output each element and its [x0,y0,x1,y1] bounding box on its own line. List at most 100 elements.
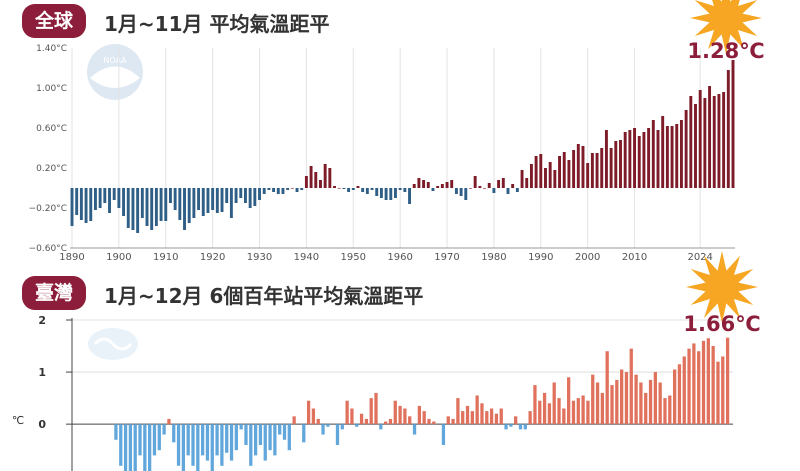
taiwan-bar [485,411,489,425]
global-x-tick-label: 1960 [387,252,412,263]
taiwan-bar [340,424,344,430]
taiwan-bar [552,382,556,425]
taiwan-bar [384,421,388,425]
global-bar [454,188,458,194]
taiwan-bar [225,424,229,453]
taiwan-bar [595,382,600,425]
global-bar [276,188,280,194]
taiwan-bar [687,348,691,425]
noaa-logo-icon: NOAA [87,44,143,100]
taiwan-bar [143,424,147,471]
global-bar [684,110,688,188]
taiwan-bar [721,356,725,425]
taiwan-bar [196,424,200,471]
global-x-tick-label: 2010 [622,252,647,263]
global-bar [717,94,721,188]
taiwan-bar [263,424,267,461]
taiwan-bar [629,348,633,425]
global-y-tick-label: 0.20°C [36,164,67,174]
global-y-tick-label: 1.40°C [36,44,67,54]
global-bar [661,116,665,188]
global-bar [229,188,233,218]
global-bar [431,188,435,191]
global-bar [694,104,697,188]
global-x-tick-label: 1920 [200,252,225,263]
taiwan-bar [244,424,248,445]
global-bar [670,126,674,188]
taiwan-bar [639,382,643,425]
global-bar [225,188,229,203]
global-bar [515,188,519,192]
taiwan-bar [119,424,123,466]
taiwan-bar [239,424,243,430]
global-x-tick-label: 1910 [153,252,178,263]
global-bar [384,188,388,200]
global-bar [633,128,637,188]
taiwan-heading: 1月~12月 6個百年站平均氣溫距平 [104,284,424,308]
global-bar [84,188,88,223]
global-bar [304,176,308,188]
global-bar [122,188,126,216]
global-bar [389,188,393,200]
global-bar [679,120,683,188]
global-bar [103,188,107,203]
global-bar [553,170,557,188]
taiwan-bar [287,424,291,451]
global-bar [201,188,205,216]
taiwan-bar [644,392,648,425]
global-bar [168,188,172,203]
global-bar [604,130,608,188]
global-bar [98,188,102,208]
global-bar [183,188,186,230]
taiwan-bar [538,400,542,425]
global-bar [351,188,355,190]
global-bar [647,128,651,188]
global-bar [520,170,524,188]
global-bar [731,60,735,188]
taiwan-bar [509,424,513,427]
global-bar [248,188,252,208]
global-bar [112,188,116,200]
global-y-tick-label: −0.60°C [29,244,67,254]
global-x-tick-label: 1950 [341,252,366,263]
taiwan-bar [494,413,499,425]
global-bar [609,148,613,188]
taiwan-bar [316,418,320,425]
taiwan-bar [658,382,662,425]
global-bar [469,188,472,189]
global-bar [361,188,365,192]
global-heading: 1月~11月 平均氣溫距平 [104,12,330,36]
global-bar [295,188,299,192]
global-bar [300,188,304,190]
taiwan-bar [422,411,426,425]
global-bar [417,178,421,188]
global-x-tick-label: 2024 [687,252,712,263]
global-bar [440,184,444,188]
global-bar [422,180,426,188]
global-bar [656,130,660,188]
global-bar [323,164,327,188]
global-y-tick-label: 1.00°C [36,84,67,94]
taiwan-bar [514,416,518,425]
global-bar [89,188,93,221]
taiwan-bar [350,408,354,425]
taiwan-bar [234,424,238,451]
global-bar [581,146,585,188]
taiwan-bar [359,413,364,425]
taiwan-bar [441,424,446,445]
global-bar [220,188,224,212]
taiwan-bar [123,424,128,471]
global-bar [483,188,486,189]
taiwan-bar [600,392,605,425]
global-bar [689,96,693,188]
taiwan-callout-value: 1.66℃ [683,312,760,336]
taiwan-bar [152,424,157,456]
taiwan-bar [321,424,325,435]
global-bar [379,188,383,198]
taiwan-bar [412,424,417,435]
taiwan-bar [668,395,672,425]
global-bar [286,188,290,190]
global-bar [511,184,515,188]
taiwan-bar [682,356,686,425]
taiwan-bar [162,424,166,435]
